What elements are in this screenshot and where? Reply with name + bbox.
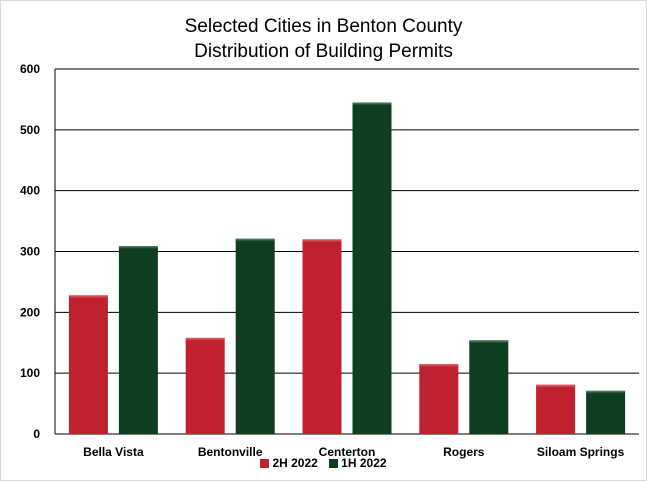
bar-body bbox=[185, 337, 225, 434]
y-tick-label: 600 bbox=[20, 62, 40, 76]
bars bbox=[68, 102, 626, 434]
bar-cap bbox=[352, 102, 392, 106]
x-tick-label: Bella Vista bbox=[83, 445, 144, 459]
bar bbox=[235, 238, 275, 434]
bar-cap bbox=[419, 364, 459, 368]
bar bbox=[586, 390, 626, 434]
bar-body bbox=[68, 295, 108, 434]
bar-body bbox=[586, 390, 626, 434]
bar bbox=[185, 337, 225, 434]
bar-body bbox=[469, 340, 509, 434]
chart-title: Selected Cities in Benton County bbox=[184, 16, 463, 37]
y-tick-label: 200 bbox=[20, 305, 40, 319]
bar-cap bbox=[586, 390, 626, 394]
y-axis-ticks: 0 100 200 300 400 500 600 bbox=[20, 62, 40, 441]
bar bbox=[352, 102, 392, 434]
y-tick-label: 400 bbox=[20, 184, 40, 198]
legend-swatch-1h-2022 bbox=[329, 458, 339, 468]
y-tick-label: 0 bbox=[33, 427, 40, 441]
bar bbox=[419, 364, 459, 434]
bar-body bbox=[302, 239, 342, 434]
bar bbox=[536, 384, 576, 434]
legend-swatch-2h-2022 bbox=[260, 458, 270, 468]
bar-body bbox=[536, 384, 576, 434]
chart-subtitle: Distribution of Building Permits bbox=[194, 41, 453, 62]
y-tick-label: 100 bbox=[20, 366, 40, 380]
legend-label-1h-2022: 1H 2022 bbox=[341, 456, 387, 470]
y-tick-label: 300 bbox=[20, 245, 40, 259]
bar bbox=[302, 239, 342, 434]
bar-cap bbox=[469, 340, 509, 344]
bar-body bbox=[419, 364, 459, 434]
x-axis-ticks: Bella Vista Bentonville Centerton Rogers Sil… bbox=[83, 445, 624, 459]
legend-item-2h-2022: 2H 2022 bbox=[260, 456, 318, 470]
legend-item-1h-2022: 1H 2022 bbox=[329, 456, 387, 470]
bar-cap bbox=[235, 238, 275, 242]
legend-label-2h-2022: 2H 2022 bbox=[272, 456, 318, 470]
bar-cap bbox=[68, 295, 108, 299]
bar-cap bbox=[302, 239, 342, 243]
x-tick-label: Bentonville bbox=[198, 445, 263, 459]
chart-title-block: Selected Cities in Benton County Distrib… bbox=[0, 14, 647, 64]
bar-body bbox=[118, 246, 158, 434]
x-tick-label: Siloam Springs bbox=[537, 445, 625, 459]
bar bbox=[469, 340, 509, 434]
bar bbox=[118, 246, 158, 434]
legend: 2H 2022 1H 2022 bbox=[0, 456, 647, 471]
bar-cap bbox=[185, 337, 225, 341]
bar-cap bbox=[536, 384, 576, 388]
y-tick-label: 500 bbox=[20, 123, 40, 137]
x-tick-label: Centerton bbox=[319, 445, 376, 459]
bar-body bbox=[235, 238, 275, 434]
x-tick-label: Rogers bbox=[443, 445, 485, 459]
bar-cap bbox=[118, 246, 158, 250]
bar bbox=[68, 295, 108, 434]
bar-body bbox=[352, 102, 392, 434]
